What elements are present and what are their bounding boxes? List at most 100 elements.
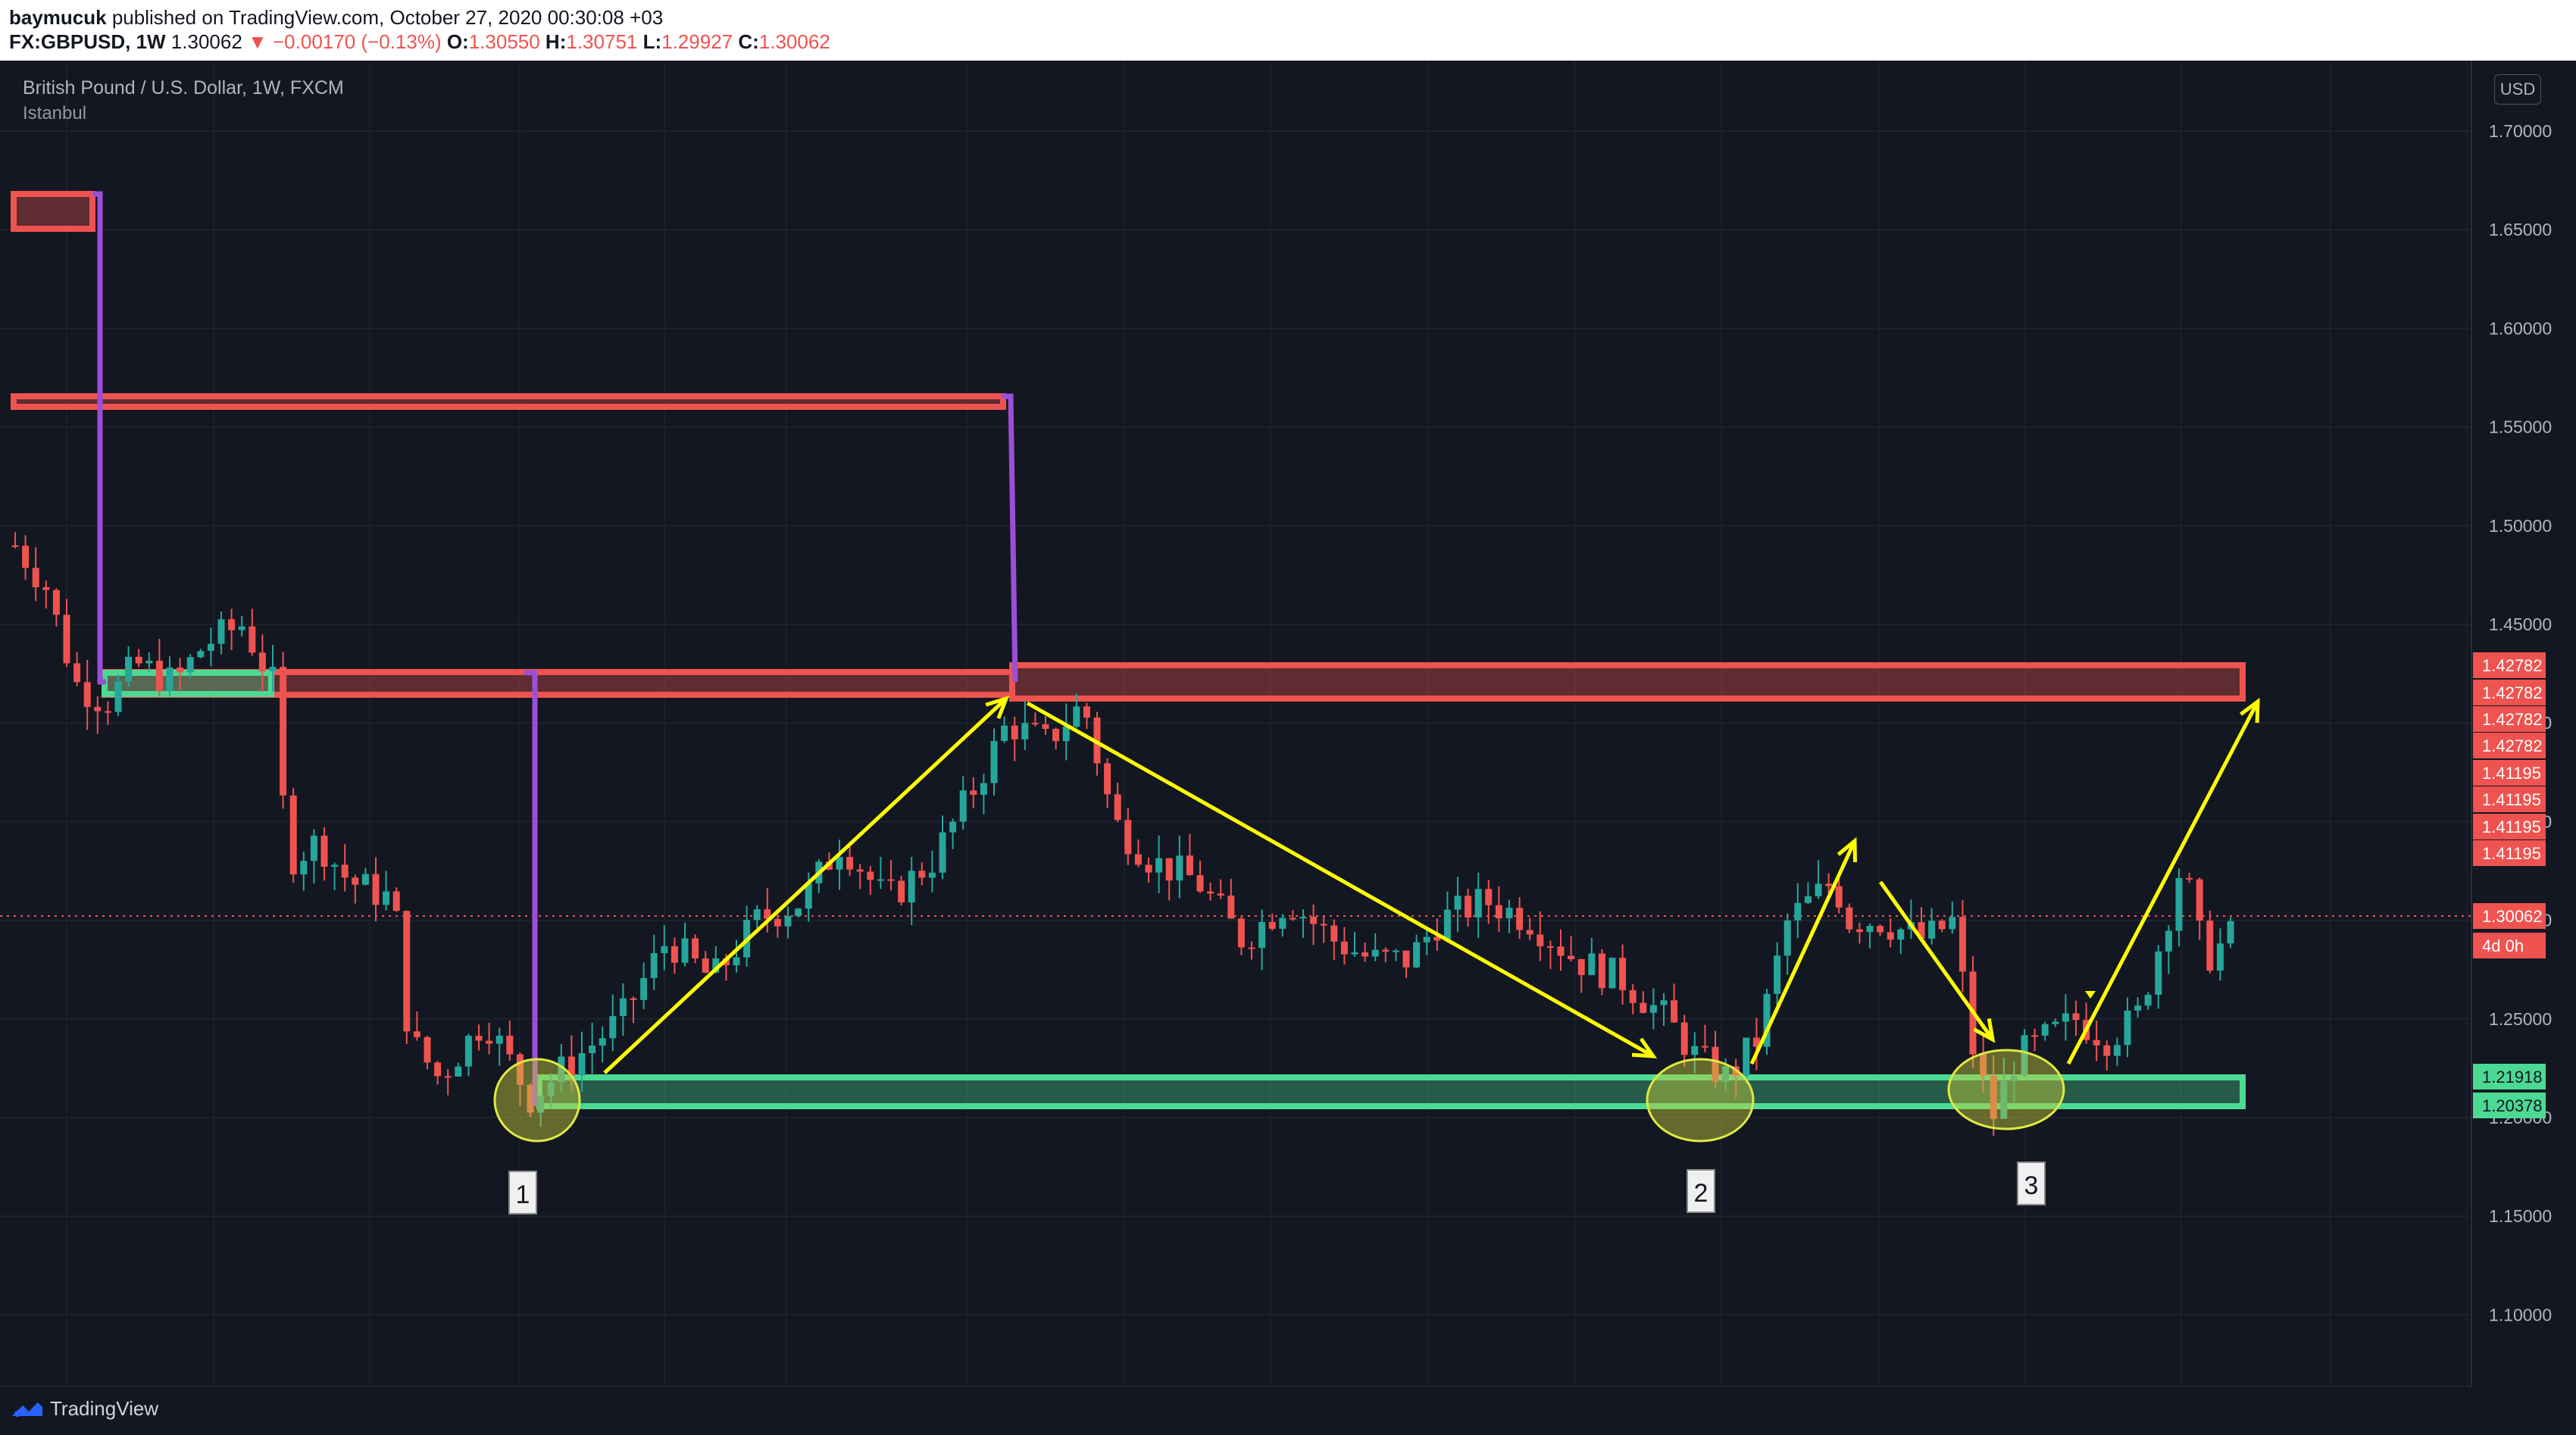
candle-body — [1568, 955, 1575, 959]
candle-body — [2072, 1013, 2080, 1021]
annotation-label: 3 — [2017, 1161, 2046, 1205]
candle-body — [1763, 993, 1771, 1047]
candle-body — [589, 1046, 596, 1053]
candle-body — [980, 783, 987, 796]
candle-body — [2227, 921, 2234, 944]
candle-body — [1104, 763, 1111, 795]
currency-button[interactable]: USD — [2494, 74, 2541, 105]
candle-body — [63, 614, 70, 664]
purple-line — [524, 670, 538, 1106]
candle-body — [877, 879, 884, 881]
demand-zone — [536, 1074, 2246, 1109]
candle-body — [1537, 934, 1544, 946]
high-value: 1.30751 — [566, 30, 638, 53]
candle-body — [671, 946, 678, 963]
candle-body — [1031, 723, 1039, 725]
candle-body — [2093, 1040, 2100, 1046]
candle-body — [207, 643, 214, 652]
candles-layer — [11, 532, 2234, 1136]
candle-body — [1176, 855, 1183, 881]
candle-body — [887, 879, 895, 881]
candle-body — [413, 1031, 420, 1037]
candle-body — [125, 656, 133, 682]
candle-body — [2165, 930, 2172, 952]
candle-body — [1207, 891, 1215, 894]
candle-body — [186, 657, 194, 673]
candle-body — [1485, 889, 1493, 905]
candle-body — [2000, 1080, 2008, 1119]
price-label: 1.30062 — [2473, 903, 2546, 929]
price-label-text: 1.41195 — [2482, 818, 2541, 836]
candle-body — [2010, 1075, 2018, 1081]
candle-body — [352, 877, 359, 885]
candle-body — [94, 707, 102, 711]
candle-body — [1815, 883, 1822, 896]
candle-body — [392, 891, 400, 911]
tradingview-logo[interactable]: TradingView — [11, 1397, 158, 1421]
candle-body — [2155, 951, 2162, 995]
candle-body — [681, 938, 689, 963]
trend-arrow — [1026, 701, 1655, 1058]
candle-body — [1114, 794, 1121, 821]
candle-body — [537, 1096, 545, 1113]
candle-body — [1073, 706, 1080, 727]
candle-body — [619, 998, 627, 1017]
candle-body — [1134, 854, 1142, 865]
candle-body — [918, 871, 926, 878]
candle-body — [2206, 921, 2214, 971]
price-label-bg — [2473, 706, 2546, 732]
candle-body — [1237, 918, 1245, 948]
candle-body — [155, 661, 163, 691]
candle-body — [403, 911, 411, 1032]
candle-body — [424, 1036, 431, 1063]
price-label-text: 1.42782 — [2482, 656, 2543, 675]
supply-zone — [11, 191, 95, 232]
annotation-label: 1 — [508, 1171, 537, 1215]
price-axis[interactable]: 1.70000 1.65000 1.60000 1.55000 1.50000 1.450… — [2471, 61, 2552, 1435]
author-name[interactable]: baymucuk — [9, 6, 107, 29]
price-label-bg — [2473, 760, 2546, 786]
candle-body — [2144, 994, 2152, 1006]
price-label: 1.42782 — [2473, 733, 2546, 758]
candle-body — [650, 953, 658, 978]
tradingview-icon — [12, 1402, 42, 1417]
candle-body — [361, 874, 369, 885]
arrow-head — [1631, 1037, 1658, 1058]
price-label-bg — [2473, 814, 2546, 839]
candle-body — [939, 832, 946, 873]
candle-body — [1145, 864, 1152, 873]
candle-body — [383, 891, 390, 905]
candle-body — [486, 1040, 493, 1044]
candle-body — [2062, 1013, 2069, 1022]
candle-body — [578, 1052, 586, 1076]
price-label-text: 1.41195 — [2482, 764, 2541, 783]
candle-body — [1516, 908, 1524, 930]
price-tick: 1.25000 — [2489, 1009, 2552, 1029]
price-tick: 1.60000 — [2489, 318, 2552, 338]
arrow-head — [1837, 836, 1857, 863]
candle-body — [1124, 820, 1132, 855]
candle-body — [22, 546, 30, 568]
candle-body — [1649, 1005, 1657, 1013]
candle-body — [1619, 958, 1627, 990]
candle-body — [2186, 877, 2193, 880]
candle-body — [928, 872, 936, 878]
candle-body — [1680, 1022, 1688, 1055]
candle-body — [836, 857, 843, 870]
candle-body — [177, 667, 184, 673]
candle-body — [712, 958, 720, 973]
candle-body — [1042, 724, 1049, 730]
candle-body — [1021, 723, 1029, 739]
annotation-box — [508, 1171, 537, 1215]
price-label-bg — [2473, 903, 2546, 929]
candle-body — [1289, 918, 1296, 920]
candle-body — [949, 821, 957, 833]
candle-body — [1660, 1000, 1668, 1005]
low-value: 1.29927 — [661, 30, 733, 53]
candle-body — [2134, 1005, 2142, 1011]
candle-body — [1351, 952, 1358, 955]
candle-body — [1443, 909, 1451, 941]
candle-body — [1330, 925, 1338, 942]
